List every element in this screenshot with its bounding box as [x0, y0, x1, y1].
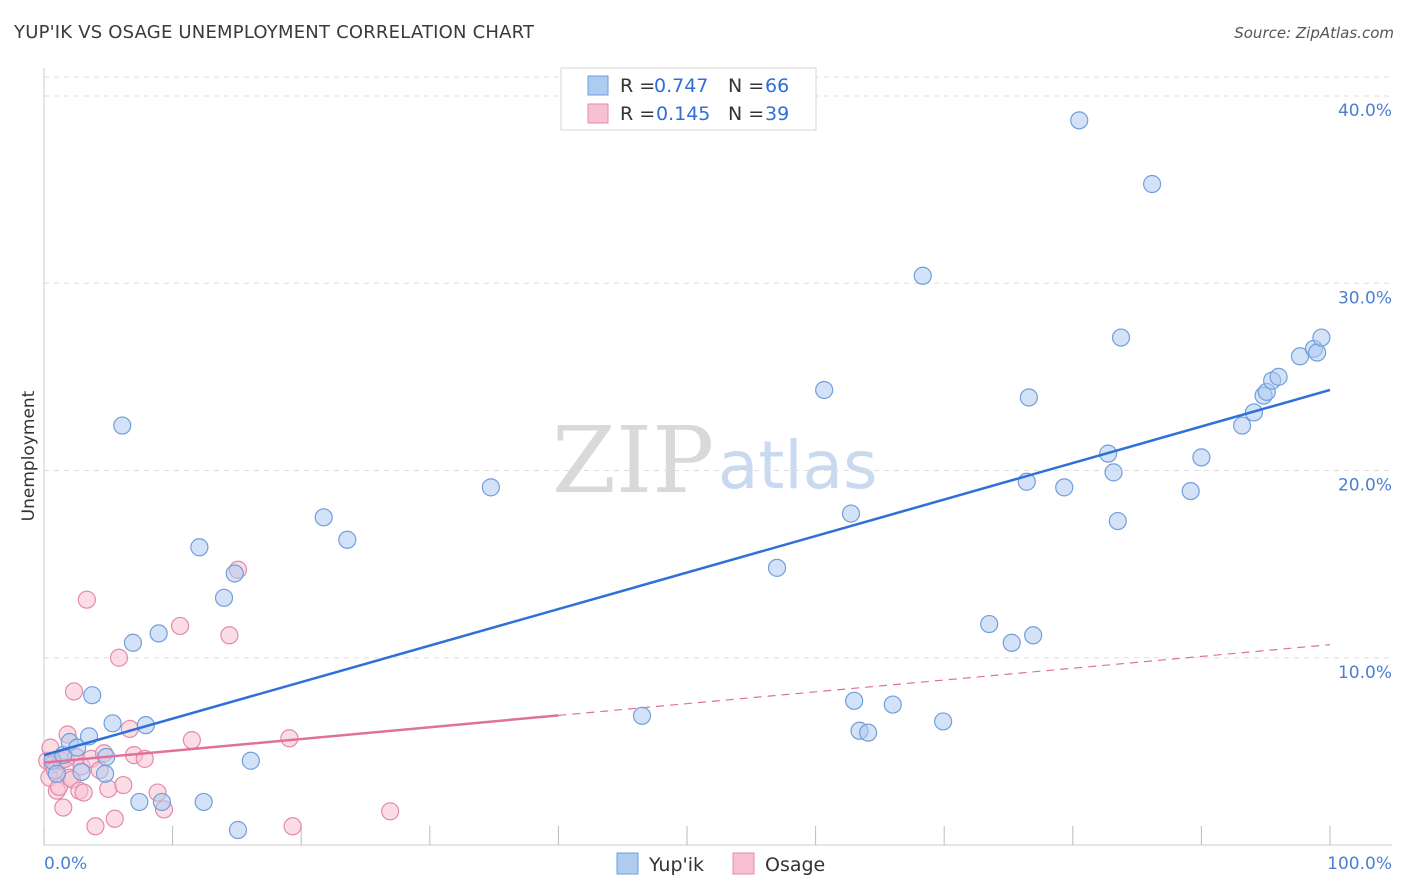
yupik-point-46	[1111, 328, 1131, 347]
yupik-point-11	[113, 416, 132, 435]
legend-n-label-yupik: N =	[728, 75, 764, 97]
legend-r-label-osage: R =	[620, 103, 655, 125]
legend-r-value-osage: 0.145	[656, 103, 710, 125]
yupik-point-35	[934, 712, 953, 731]
yupik-point-1	[47, 764, 66, 783]
yupik-point-16	[152, 792, 171, 812]
osage-point-38	[381, 802, 400, 821]
osage-point-8	[54, 798, 73, 817]
legend-n-value-yupik: 66	[765, 75, 789, 97]
yupik-point-59	[1312, 328, 1331, 347]
trend-line-yupik	[43, 388, 1331, 757]
yupik-point-20	[225, 564, 244, 583]
osage-point-23	[99, 779, 118, 798]
osage-point-36	[280, 729, 299, 748]
series-legend: Yup'ik Osage	[616, 852, 825, 876]
y-tick-label-30: 30.0%	[1338, 288, 1392, 308]
yupik-point-33	[883, 695, 902, 714]
yupik-point-13	[130, 792, 149, 812]
yupik-point-37	[1002, 633, 1021, 652]
y-tick-label-40: 40.0%	[1338, 101, 1392, 121]
y-tick-labels: 10.0% 20.0% 30.0% 40.0%	[1338, 101, 1392, 683]
bottom-legend-swatch-yupik	[616, 852, 639, 875]
watermark-zip: ZIP	[552, 407, 714, 514]
yupik-point-19	[214, 588, 234, 607]
source-credit: Source: ZipAtlas.com	[1234, 24, 1394, 42]
yupik-point-24	[338, 530, 357, 549]
osage-point-13	[64, 682, 84, 701]
yupik-point-27	[767, 558, 787, 577]
yupik-point-30	[845, 691, 864, 710]
osage-point-34	[220, 626, 239, 645]
osage-point-33	[182, 731, 201, 750]
trend-line-osage-solid	[43, 714, 559, 764]
yupik-point-22	[241, 751, 260, 770]
legend-r-label-yupik: R =	[620, 75, 655, 97]
osage-point-20	[86, 817, 105, 836]
yupik-point-42	[1070, 111, 1089, 130]
yupik-point-17	[190, 538, 209, 557]
osage-point-25	[109, 648, 129, 667]
trend-line-osage-dashed	[558, 644, 1331, 717]
yupik-point-28	[815, 380, 834, 400]
yupik-point-50	[1233, 416, 1252, 435]
yupik-point-47	[1143, 174, 1162, 194]
bottom-legend-label-osage: Osage	[765, 854, 825, 876]
legend-r-value-yupik: 0.747	[654, 75, 708, 97]
yupik-point-10	[103, 714, 122, 733]
x-tick-label-max: 100.0%	[1327, 854, 1392, 874]
y-axis-label: Unemployment	[19, 390, 39, 521]
chart-title: YUP'IK VS OSAGE UNEMPLOYMENT CORRELATION…	[14, 22, 535, 43]
yupik-point-48	[1181, 481, 1200, 501]
yupik-point-5	[72, 762, 91, 782]
yupik-point-49	[1192, 448, 1211, 467]
yupik-point-26	[632, 706, 652, 725]
correlation-legend: R = 0.747 N = 66 R = 0.145 N = 39	[560, 67, 817, 131]
x-tick-label-min: 0.0%	[44, 854, 87, 874]
bottom-legend-label-yupik: Yup'ik	[648, 854, 704, 876]
yupik-point-41	[1055, 478, 1074, 497]
osage-point-17	[74, 783, 93, 802]
yupik-point-21	[228, 820, 248, 840]
axes	[43, 68, 1392, 846]
watermark-atlas: atlas	[718, 427, 878, 504]
yupik-point-44	[1104, 463, 1123, 482]
yupik-point-8	[95, 764, 115, 783]
yupik-point-55	[1269, 367, 1288, 386]
yupik-point-15	[149, 624, 168, 643]
legend-n-value-osage: 39	[765, 103, 789, 125]
yupik-point-23	[314, 508, 333, 527]
y-tick-label-20: 20.0%	[1338, 476, 1392, 496]
yupik-point-25	[481, 478, 500, 497]
yupik-point-12	[123, 633, 143, 652]
yupik-point-45	[1108, 511, 1127, 531]
osage-point-32	[171, 616, 190, 636]
y-tick-label-10: 10.0%	[1338, 663, 1392, 683]
osage-point-26	[114, 775, 133, 795]
osage-point-18	[77, 590, 96, 609]
bottom-legend-swatch-osage	[732, 852, 755, 875]
legend-n-label-osage: N =	[728, 103, 764, 125]
yupik-point-40	[1024, 626, 1043, 645]
series-yupik-points	[43, 111, 1331, 840]
yupik-point-58	[1308, 343, 1327, 362]
yupik-point-56	[1290, 347, 1310, 366]
legend-swatch-osage	[587, 103, 609, 124]
yupik-point-32	[859, 723, 878, 742]
trend-lines	[43, 388, 1331, 764]
yupik-point-34	[913, 266, 932, 285]
legend-swatch-yupik	[587, 75, 609, 96]
osage-point-24	[105, 809, 124, 828]
yupik-point-7	[83, 686, 102, 705]
yupik-point-36	[980, 614, 999, 634]
yupik-point-39	[1019, 388, 1038, 407]
osage-point-37	[283, 817, 302, 836]
yupik-point-18	[194, 792, 213, 812]
yupik-point-29	[841, 504, 861, 523]
